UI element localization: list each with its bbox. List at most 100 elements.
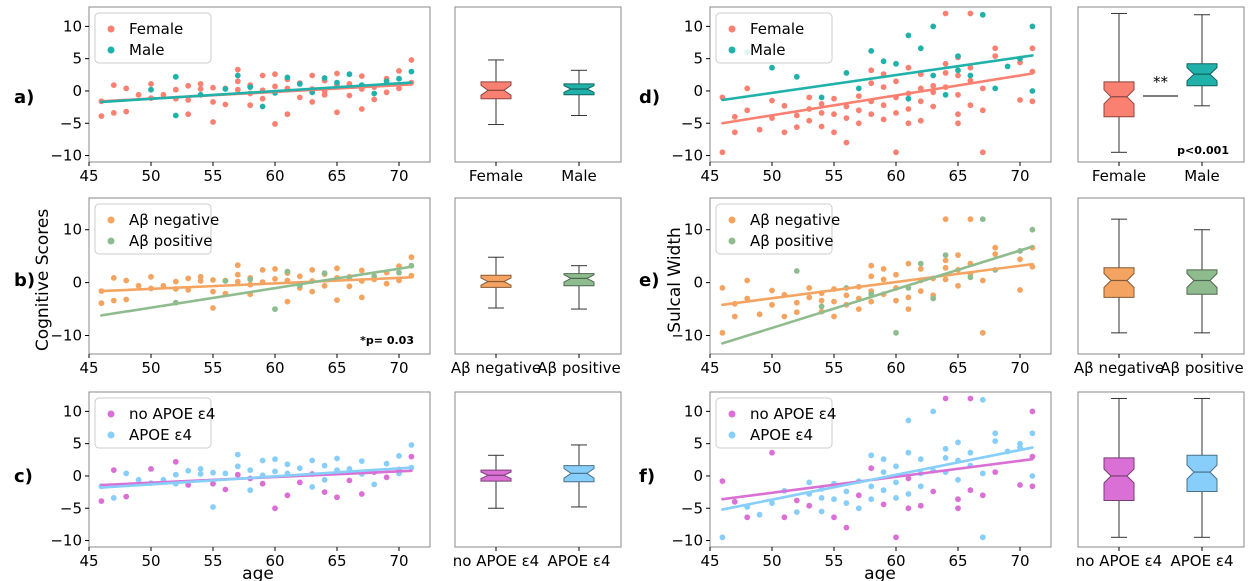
x-tick-label: 60 <box>265 552 284 570</box>
data-point <box>334 494 340 501</box>
data-point <box>334 109 340 116</box>
data-point <box>358 491 365 497</box>
y-tick-label: 10 <box>684 17 703 35</box>
legend-marker <box>728 46 736 54</box>
y-tick-label: 5 <box>693 50 703 68</box>
data-point <box>210 288 216 295</box>
x-tick-label: 60 <box>886 359 905 377</box>
data-point <box>172 278 179 285</box>
data-point <box>818 303 825 310</box>
data-point <box>222 278 229 284</box>
data-point <box>831 496 837 503</box>
category-label: Male <box>1184 167 1220 185</box>
data-point <box>893 78 899 85</box>
data-point <box>979 11 986 18</box>
legend-marker <box>107 25 115 33</box>
data-point <box>942 455 949 461</box>
data-point <box>942 70 949 76</box>
x-tick-label: 70 <box>389 552 408 570</box>
data-point <box>135 91 142 98</box>
legend-marker <box>728 237 736 245</box>
data-point <box>979 492 986 499</box>
y-tick-label: 0 <box>693 467 703 485</box>
x-tick-label: 50 <box>762 552 781 570</box>
axes-frame <box>1077 391 1245 548</box>
x-tick-label: 65 <box>948 167 967 185</box>
data-point <box>979 85 986 92</box>
data-point <box>185 275 192 282</box>
data-point <box>905 475 912 482</box>
data-point <box>284 298 291 305</box>
data-point <box>1029 226 1036 233</box>
data-point <box>247 84 254 90</box>
data-point <box>955 476 961 483</box>
box <box>1103 457 1135 501</box>
data-point <box>719 534 726 541</box>
data-point <box>346 477 353 484</box>
data-point <box>793 309 800 316</box>
boxplot-panel-3: no APOE ε4 APOE ε4 <box>453 391 622 570</box>
data-point <box>371 96 378 103</box>
x-tick-label: 65 <box>327 552 346 570</box>
box <box>563 273 595 287</box>
data-point <box>992 430 999 437</box>
data-point <box>358 267 365 274</box>
data-point <box>234 72 241 79</box>
x-tick-label: 45 <box>79 552 98 570</box>
data-point <box>893 463 899 470</box>
data-point <box>172 86 179 93</box>
category-label: Female <box>1092 167 1146 185</box>
x-tick-label: 65 <box>327 359 346 377</box>
data-point <box>185 482 192 488</box>
x-tick-label: 50 <box>141 359 160 377</box>
data-point <box>979 470 986 477</box>
data-point <box>831 129 837 136</box>
x-tick-label: 60 <box>886 167 905 185</box>
box <box>1103 81 1135 118</box>
data-point <box>880 84 887 90</box>
data-point <box>719 329 726 336</box>
data-point <box>247 487 254 494</box>
data-point <box>942 91 949 98</box>
data-point <box>731 113 738 120</box>
x-tick-label: 45 <box>79 359 98 377</box>
data-point <box>769 64 775 71</box>
data-point <box>930 23 937 30</box>
data-point <box>880 102 887 109</box>
data-point <box>855 306 862 312</box>
data-point <box>818 495 825 501</box>
category-label: no APOE ε4 <box>453 552 539 570</box>
data-point <box>284 492 291 499</box>
axes-frame <box>709 197 1052 355</box>
legend-label: no APOE ε4 <box>750 405 836 423</box>
data-point <box>110 467 117 473</box>
data-point <box>793 497 800 504</box>
data-point <box>383 280 390 287</box>
x-tick-label: 55 <box>824 167 843 185</box>
data-point <box>917 266 924 272</box>
data-point <box>769 287 775 294</box>
data-point <box>272 505 278 512</box>
fit-line <box>721 54 1034 102</box>
fit-line <box>100 265 413 317</box>
x-tick-label: 60 <box>886 552 905 570</box>
x-tick-label: 45 <box>79 167 98 185</box>
data-point <box>272 121 278 127</box>
x-tick-label: 55 <box>824 552 843 570</box>
legend-label: Male <box>750 41 786 59</box>
y-tick-label: −10 <box>50 326 82 344</box>
y-tick-label: 0 <box>693 274 703 292</box>
data-point <box>744 514 751 521</box>
data-point <box>309 99 316 105</box>
data-point <box>905 306 912 312</box>
data-point <box>296 465 303 472</box>
data-point <box>148 466 154 472</box>
legend-label: Aβ negative <box>129 211 219 229</box>
data-point <box>1029 430 1036 437</box>
category-label: Aβ positive <box>537 359 620 377</box>
data-point <box>1029 98 1036 105</box>
y-tick-label: 0 <box>693 82 703 100</box>
data-point <box>110 82 117 88</box>
x-tick-label: 70 <box>389 359 408 377</box>
data-point <box>731 313 738 320</box>
